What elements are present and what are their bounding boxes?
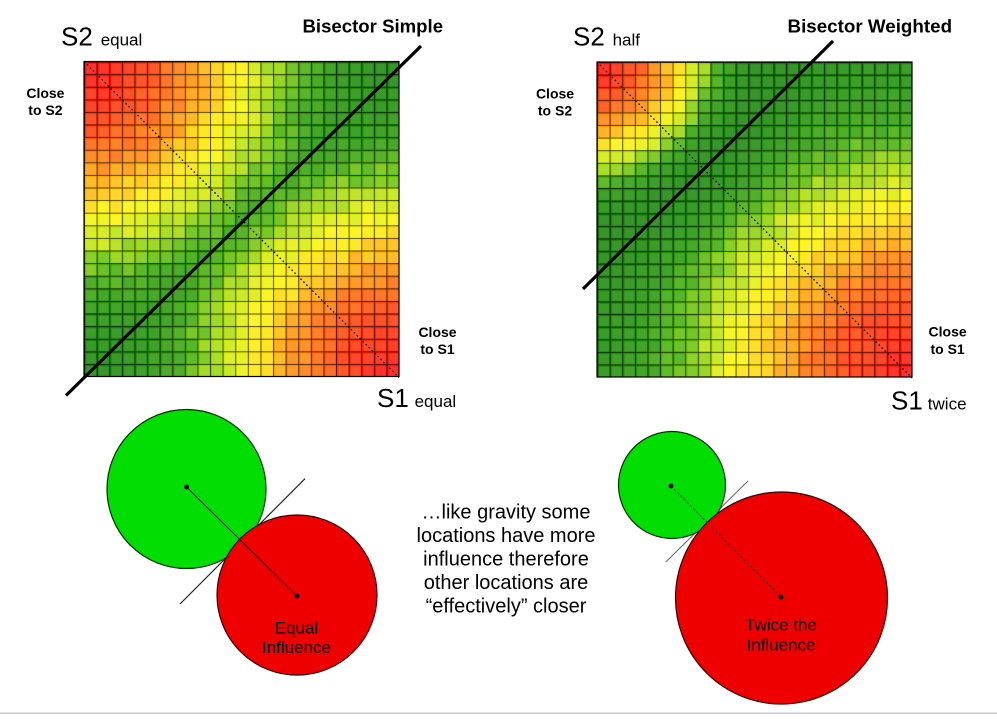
svg-text:equal: equal (101, 31, 143, 50)
svg-text:to S1: to S1 (930, 341, 964, 357)
svg-text:to S1: to S1 (420, 341, 454, 357)
svg-text:Close: Close (536, 86, 574, 102)
svg-text:“effectively” closer: “effectively” closer (426, 596, 587, 618)
svg-text:other locations are: other locations are (424, 572, 589, 594)
svg-text:Close: Close (418, 324, 456, 340)
svg-text:Influence: Influence (262, 638, 331, 657)
svg-text:half: half (613, 31, 641, 50)
svg-text:locations have more: locations have more (417, 525, 596, 547)
svg-text:Equal: Equal (275, 619, 318, 638)
svg-text:to S2: to S2 (28, 102, 62, 118)
svg-text:Bisector Simple: Bisector Simple (303, 16, 444, 37)
svg-text:Close: Close (26, 85, 64, 101)
svg-text:twice: twice (928, 395, 967, 414)
svg-text:S1: S1 (891, 386, 923, 416)
svg-text:Bisector Weighted: Bisector Weighted (788, 16, 953, 37)
svg-text:S2: S2 (61, 22, 93, 52)
svg-text:to S2: to S2 (538, 103, 572, 119)
svg-text:Twice the: Twice the (745, 616, 817, 635)
svg-text:…like gravity some: …like gravity some (422, 502, 591, 524)
svg-text:S1: S1 (377, 383, 409, 413)
svg-text:equal: equal (415, 392, 457, 411)
svg-text:influence therefore: influence therefore (423, 549, 589, 571)
svg-text:Influence: Influence (747, 636, 816, 655)
svg-text:S2: S2 (573, 22, 605, 52)
svg-text:Close: Close (929, 324, 967, 340)
